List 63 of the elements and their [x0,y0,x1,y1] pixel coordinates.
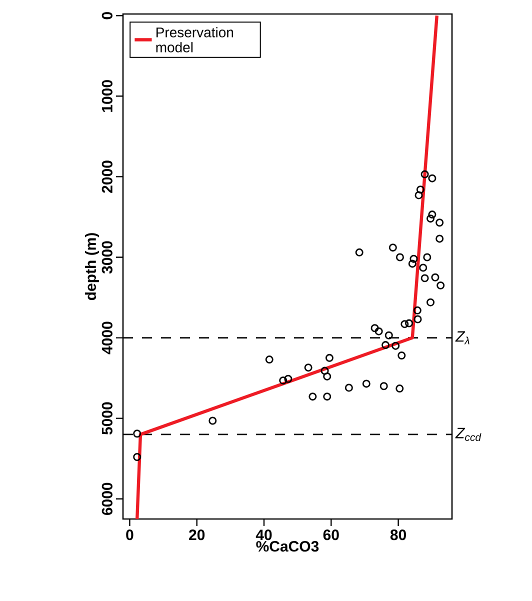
point [426,298,435,306]
point [420,274,429,282]
point [355,248,364,256]
ref-line-label: Z$_{ccd}$ [455,428,482,441]
point [325,354,334,362]
point [431,273,440,282]
point [426,214,435,223]
x-tick-label: 80 [390,530,406,540]
point [374,327,383,336]
point [436,218,444,227]
y-tick-label: 1000 [102,80,112,112]
point [410,254,418,263]
point [308,392,317,401]
point [420,170,429,178]
y-tick-label: 5000 [102,402,112,435]
point [392,342,400,350]
y-tick-label: 0 [102,12,112,20]
point [323,392,332,401]
point [436,281,445,290]
point [133,452,142,461]
point [382,341,390,350]
point [436,234,444,243]
point [408,260,416,268]
point [428,174,436,182]
legend-label: Preservation model [156,27,234,52]
point [423,253,432,262]
point [323,372,332,380]
point [405,319,414,328]
point [384,331,393,340]
x-tick-label: 60 [323,530,339,540]
point [304,364,312,372]
point [414,315,422,324]
point [265,356,274,364]
point [416,186,424,194]
point [400,320,409,328]
point [413,306,422,314]
y-tick-label: 4000 [102,322,112,354]
point [279,376,288,384]
y-axis-title: depth (m) [84,233,99,300]
point [419,264,428,272]
point [133,430,142,438]
x-tick-label: 0 [126,530,134,540]
point [396,384,404,393]
y-tick-label: 3000 [102,241,112,274]
x-tick-label: 40 [256,530,272,540]
point [208,416,217,425]
ref-line-label: Z$_{λ}$ [455,331,470,344]
point [380,382,388,390]
point [388,244,397,252]
point [414,191,423,200]
x-axis-title: %CaCO3 [256,541,319,552]
point [428,210,436,219]
line-series [136,14,438,521]
x-tick-label: 20 [189,530,205,540]
point [370,324,379,332]
point [362,380,370,388]
point [344,384,353,392]
y-tick-label: 2000 [102,160,112,193]
y-tick-label: 6000 [102,482,112,516]
point [320,366,329,375]
point [398,352,406,360]
point [396,253,404,262]
point [284,374,292,383]
